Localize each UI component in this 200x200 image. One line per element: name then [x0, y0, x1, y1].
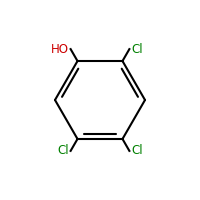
Text: Cl: Cl [131, 144, 143, 157]
Text: Cl: Cl [131, 43, 143, 56]
Text: HO: HO [51, 43, 69, 56]
Text: Cl: Cl [57, 144, 69, 157]
